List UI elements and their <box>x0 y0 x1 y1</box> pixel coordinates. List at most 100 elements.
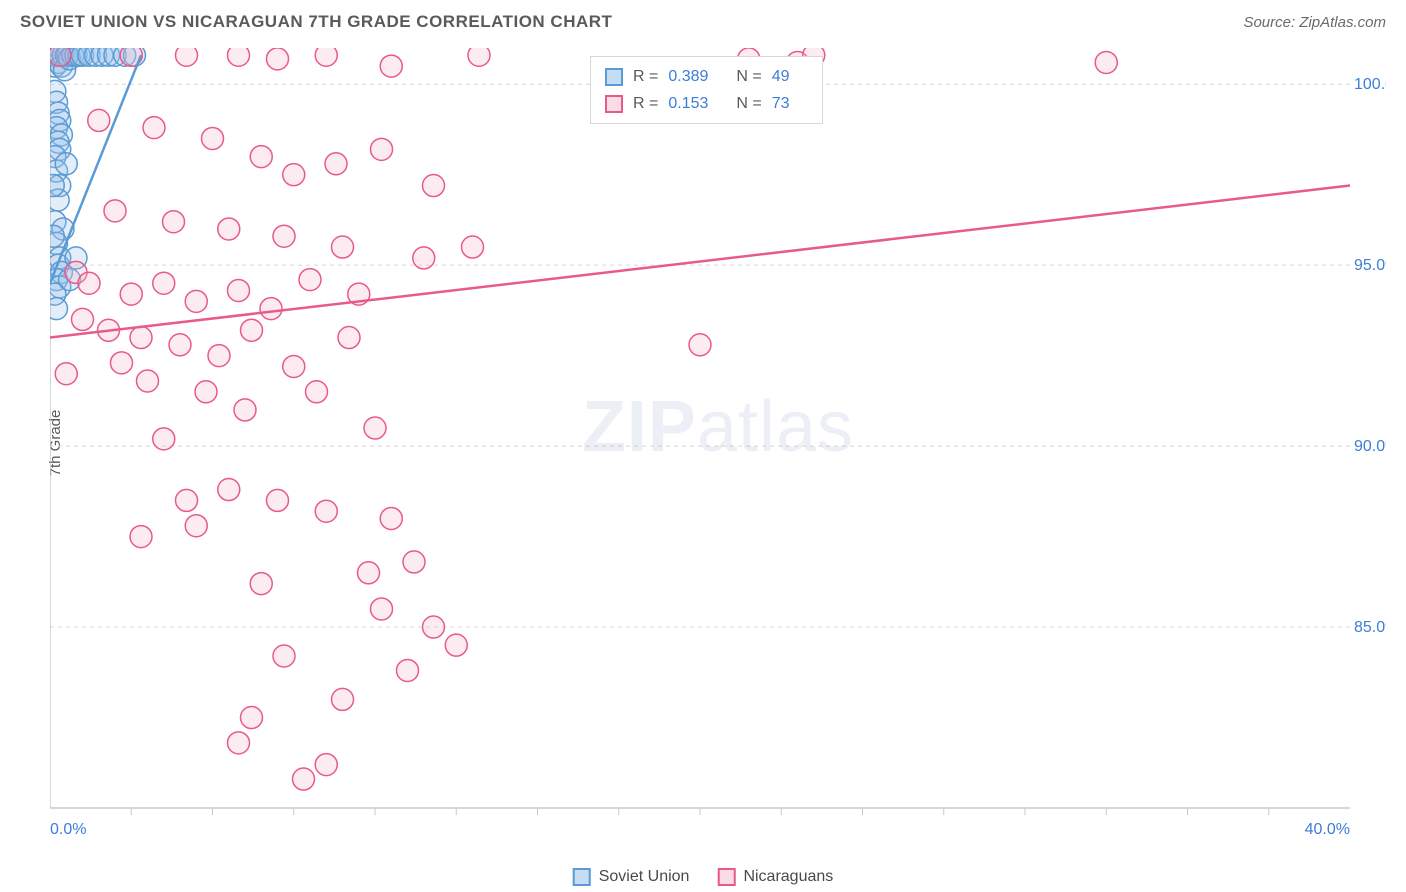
data-point <box>78 272 100 294</box>
data-point <box>306 381 328 403</box>
data-point <box>1095 51 1117 73</box>
data-point <box>371 598 393 620</box>
data-point <box>234 399 256 421</box>
data-point <box>130 327 152 349</box>
data-point <box>185 515 207 537</box>
scatter-plot: 85.0%90.0%95.0%100.0%0.0%40.0% <box>50 48 1386 838</box>
data-point <box>260 298 282 320</box>
stat-value: 73 <box>772 90 790 117</box>
legend-swatch <box>573 868 591 886</box>
legend-swatch <box>605 95 623 113</box>
data-point <box>228 279 250 301</box>
stat-label: R = <box>633 63 658 90</box>
data-point <box>137 370 159 392</box>
data-point <box>380 507 402 529</box>
data-point <box>195 381 217 403</box>
data-point <box>332 688 354 710</box>
data-point <box>315 48 337 66</box>
stat-label: R = <box>633 90 658 117</box>
stats-legend-box: R = 0.389 N = 49 R = 0.153 N = 73 <box>590 56 823 124</box>
data-point <box>104 200 126 222</box>
data-point <box>338 327 360 349</box>
data-point <box>462 236 484 258</box>
stat-value: 0.153 <box>668 90 708 117</box>
data-point <box>72 308 94 330</box>
data-point <box>202 127 224 149</box>
data-point <box>228 48 250 66</box>
legend-item: Nicaraguans <box>717 868 833 886</box>
data-point <box>332 236 354 258</box>
series-legend: Soviet Union Nicaraguans <box>573 868 834 886</box>
data-point <box>153 272 175 294</box>
stat-label: N = <box>736 63 761 90</box>
data-point <box>50 48 71 66</box>
data-point <box>88 109 110 131</box>
data-point <box>163 211 185 233</box>
data-point <box>55 363 77 385</box>
legend-swatch <box>605 68 623 86</box>
chart-title: SOVIET UNION VS NICARAGUAN 7TH GRADE COR… <box>20 12 612 32</box>
y-tick-label: 85.0% <box>1354 619 1386 636</box>
data-point <box>423 616 445 638</box>
data-point <box>403 551 425 573</box>
data-point <box>423 175 445 197</box>
data-point <box>283 355 305 377</box>
data-point <box>250 573 272 595</box>
data-point <box>364 417 386 439</box>
chart-source: Source: ZipAtlas.com <box>1243 14 1386 31</box>
stat-value: 49 <box>772 63 790 90</box>
data-point <box>267 489 289 511</box>
legend-swatch <box>717 868 735 886</box>
data-point <box>445 634 467 656</box>
x-tick-label: 0.0% <box>50 821 86 838</box>
data-point <box>267 48 289 70</box>
data-point <box>413 247 435 269</box>
data-point <box>153 428 175 450</box>
data-point <box>218 479 240 501</box>
data-point <box>50 175 64 197</box>
data-point <box>111 352 133 374</box>
chart-header: SOVIET UNION VS NICARAGUAN 7TH GRADE COR… <box>0 0 1406 40</box>
data-point <box>273 645 295 667</box>
data-point <box>208 345 230 367</box>
x-tick-label: 40.0% <box>1305 821 1350 838</box>
data-point <box>273 225 295 247</box>
data-point <box>228 732 250 754</box>
y-tick-label: 95.0% <box>1354 257 1386 274</box>
data-point <box>283 164 305 186</box>
data-point <box>241 319 263 341</box>
data-point <box>397 659 419 681</box>
data-point <box>50 298 68 320</box>
trend-line <box>50 186 1350 338</box>
data-point <box>218 218 240 240</box>
data-point <box>130 526 152 548</box>
data-point <box>169 334 191 356</box>
stats-row: R = 0.153 N = 73 <box>605 90 808 117</box>
data-point <box>241 707 263 729</box>
data-point <box>143 117 165 139</box>
data-point <box>315 500 337 522</box>
data-point <box>315 754 337 776</box>
data-point <box>299 269 321 291</box>
stats-row: R = 0.389 N = 49 <box>605 63 808 90</box>
y-tick-label: 90.0% <box>1354 438 1386 455</box>
legend-label: Soviet Union <box>599 868 690 886</box>
data-point <box>689 334 711 356</box>
stat-value: 0.389 <box>668 63 708 90</box>
data-point <box>293 768 315 790</box>
data-point <box>250 146 272 168</box>
data-point <box>185 290 207 312</box>
legend-label: Nicaraguans <box>743 868 833 886</box>
data-point <box>50 225 64 247</box>
data-point <box>380 55 402 77</box>
data-point <box>358 562 380 584</box>
legend-item: Soviet Union <box>573 868 690 886</box>
data-point <box>55 153 77 175</box>
data-point <box>371 138 393 160</box>
stat-label: N = <box>736 90 761 117</box>
data-point <box>468 48 490 66</box>
data-point <box>120 283 142 305</box>
plot-area: 7th Grade 85.0%90.0%95.0%100.0%0.0%40.0%… <box>50 48 1386 838</box>
data-point <box>176 48 198 66</box>
data-point <box>325 153 347 175</box>
